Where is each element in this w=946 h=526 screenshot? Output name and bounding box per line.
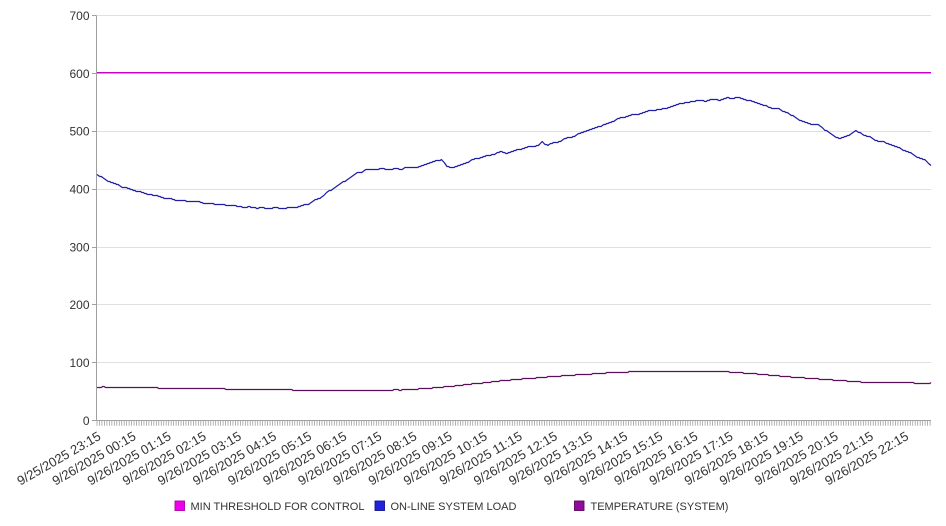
svg-text:0: 0 <box>83 414 90 428</box>
svg-text:100: 100 <box>69 356 89 370</box>
svg-text:400: 400 <box>69 183 89 197</box>
svg-text:200: 200 <box>69 298 89 312</box>
svg-text:TEMPERATURE (SYSTEM): TEMPERATURE (SYSTEM) <box>591 501 729 513</box>
svg-text:700: 700 <box>69 9 89 23</box>
svg-text:500: 500 <box>69 125 89 139</box>
svg-text:MIN THRESHOLD FOR CONTROL: MIN THRESHOLD FOR CONTROL <box>191 501 365 513</box>
svg-text:300: 300 <box>69 240 89 254</box>
svg-text:ON-LINE SYSTEM LOAD: ON-LINE SYSTEM LOAD <box>391 501 517 513</box>
svg-text:600: 600 <box>69 67 89 81</box>
